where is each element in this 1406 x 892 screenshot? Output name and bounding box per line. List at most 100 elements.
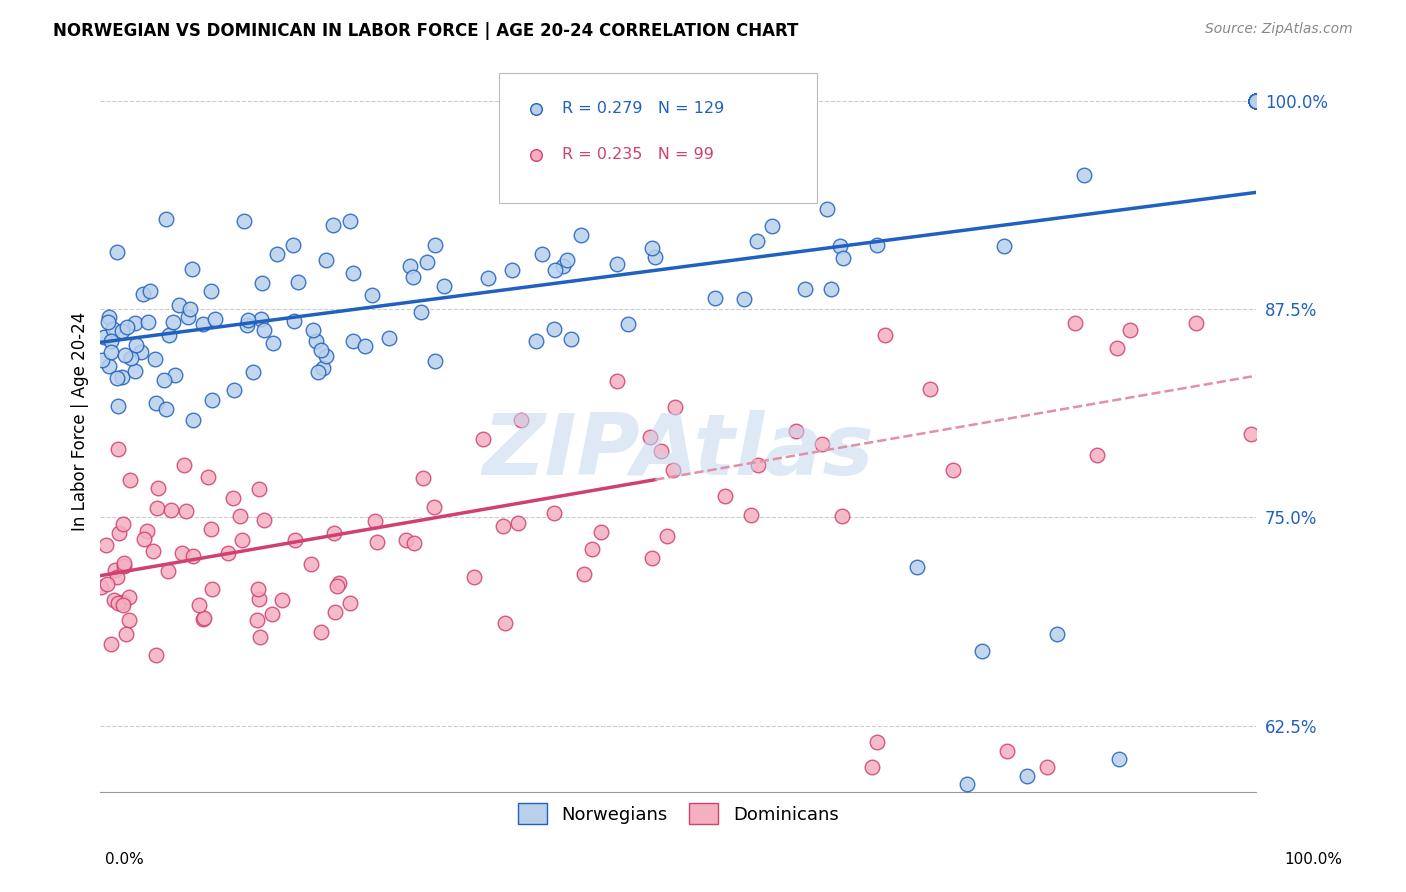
Point [761,219,783,233]
Point [176,503,198,517]
Point [472,432,495,446]
Point [100,345,122,359]
Point [262,607,284,622]
Point [1246,94,1268,108]
Point [146,482,169,496]
Point [307,365,329,379]
Point [250,311,273,326]
Point [111,516,134,531]
Point [283,313,305,327]
Point [1105,341,1128,355]
Point [644,251,666,265]
Point [463,570,485,584]
Point [124,316,146,330]
Point [101,321,124,335]
Point [560,332,582,346]
Point [399,259,422,273]
Point [942,463,965,477]
Point [606,374,628,388]
Point [200,522,222,536]
Point [93,330,115,344]
Point [107,596,129,610]
Point [94,538,117,552]
Point [145,648,167,663]
Point [120,351,142,365]
Point [815,202,838,217]
Point [131,287,153,301]
Point [366,535,388,549]
Point [395,533,418,548]
Point [105,570,128,584]
Point [284,533,307,547]
Point [222,491,245,505]
Point [811,437,834,451]
Text: 0.0%: 0.0% [105,852,145,867]
Point [1246,94,1268,108]
Point [250,277,273,291]
Point [506,516,529,530]
Point [233,214,256,228]
Point [1108,752,1130,766]
Point [745,234,768,248]
Point [143,351,166,366]
Point [1073,168,1095,182]
Point [1246,94,1268,108]
Point [543,322,565,336]
Point [664,401,686,415]
Point [553,259,575,273]
Point [1246,94,1268,108]
Point [1246,94,1268,108]
Point [325,579,347,593]
Point [262,336,284,351]
Point [162,315,184,329]
Point [90,580,112,594]
Point [142,544,165,558]
Point [204,312,226,326]
Point [772,178,794,193]
Point [581,541,603,556]
Point [423,353,446,368]
Point [1246,94,1268,108]
Point [820,282,842,296]
Point [509,413,531,427]
Point [159,328,181,343]
Point [105,245,128,260]
Point [1246,94,1268,108]
Y-axis label: In Labor Force | Age 20-24: In Labor Force | Age 20-24 [72,312,89,531]
Point [299,557,322,571]
Point [1017,769,1039,783]
Point [97,315,120,329]
Point [98,310,121,325]
Point [793,282,815,296]
Point [103,592,125,607]
Point [617,317,640,331]
Point [866,735,889,749]
Point [920,382,942,396]
Point [866,238,889,252]
Point [569,227,592,242]
Point [524,334,547,349]
Point [422,500,444,515]
Point [159,503,181,517]
Point [155,211,177,226]
Text: NORWEGIAN VS DOMINICAN IN LABOR FORCE | AGE 20-24 CORRELATION CHART: NORWEGIAN VS DOMINICAN IN LABOR FORCE | … [53,22,799,40]
Point [416,254,439,268]
Point [197,470,219,484]
Point [641,550,664,565]
Point [173,458,195,472]
Point [118,590,141,604]
Point [247,482,270,496]
Point [281,238,304,252]
Point [572,566,595,581]
Point [247,582,270,596]
Point [114,348,136,362]
Point [110,325,132,339]
Point [1118,323,1140,337]
Point [112,599,135,613]
Point [309,343,332,358]
Point [181,549,204,563]
Point [231,533,253,547]
Point [266,247,288,261]
Point [249,630,271,644]
Point [832,252,855,266]
